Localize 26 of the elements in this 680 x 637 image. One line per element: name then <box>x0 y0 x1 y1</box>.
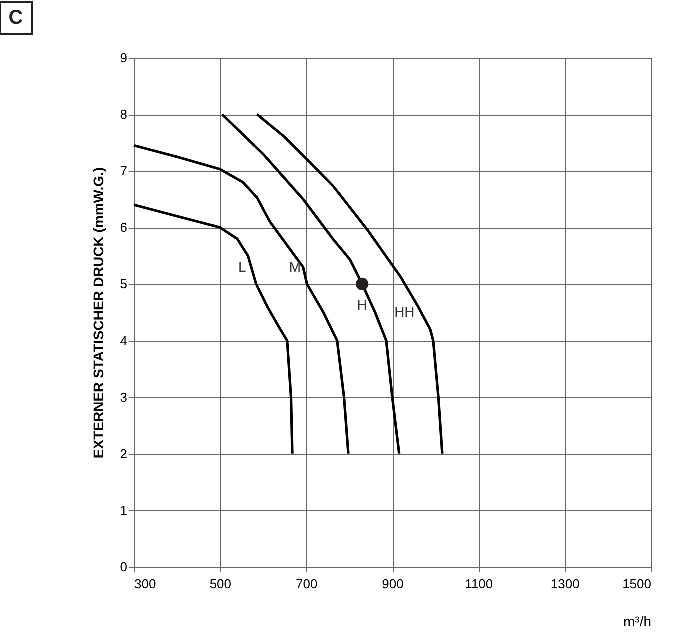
x-tick-label: 300 <box>134 576 156 592</box>
y-tick-label: 3 <box>120 390 128 405</box>
x-tick-label: 500 <box>210 576 232 592</box>
y-tick-label: 6 <box>120 220 128 236</box>
x-tick-label: 900 <box>382 576 404 592</box>
y-tick-label: 4 <box>120 333 128 348</box>
series-label: H <box>357 297 368 314</box>
line-series <box>256 113 444 456</box>
y-tick-label: 5 <box>120 276 128 292</box>
x-tick-label: 1500 <box>622 576 652 592</box>
x-tick-label: 700 <box>296 576 318 592</box>
y-tick-label: 1 <box>120 502 128 518</box>
line-series <box>132 144 350 456</box>
y-tick-label: 2 <box>120 446 128 462</box>
y-tick-label: 8 <box>120 107 128 122</box>
text: C <box>8 7 24 29</box>
x-axis-title: m³/h <box>624 614 652 630</box>
y-tick-label: 0 <box>120 560 128 574</box>
series-label: L <box>238 259 246 276</box>
series-label: HH <box>394 304 415 320</box>
y-tick-label: 9 <box>120 50 128 66</box>
y-axis-title: EXTERNER STATISCHER DRUCK (mmW.G.) <box>90 167 106 459</box>
series-label: M <box>289 259 302 276</box>
x-tick-label: 1300 <box>550 576 580 592</box>
x-tick-label: 1100 <box>465 576 494 592</box>
y-tick-label: 7 <box>120 164 128 179</box>
